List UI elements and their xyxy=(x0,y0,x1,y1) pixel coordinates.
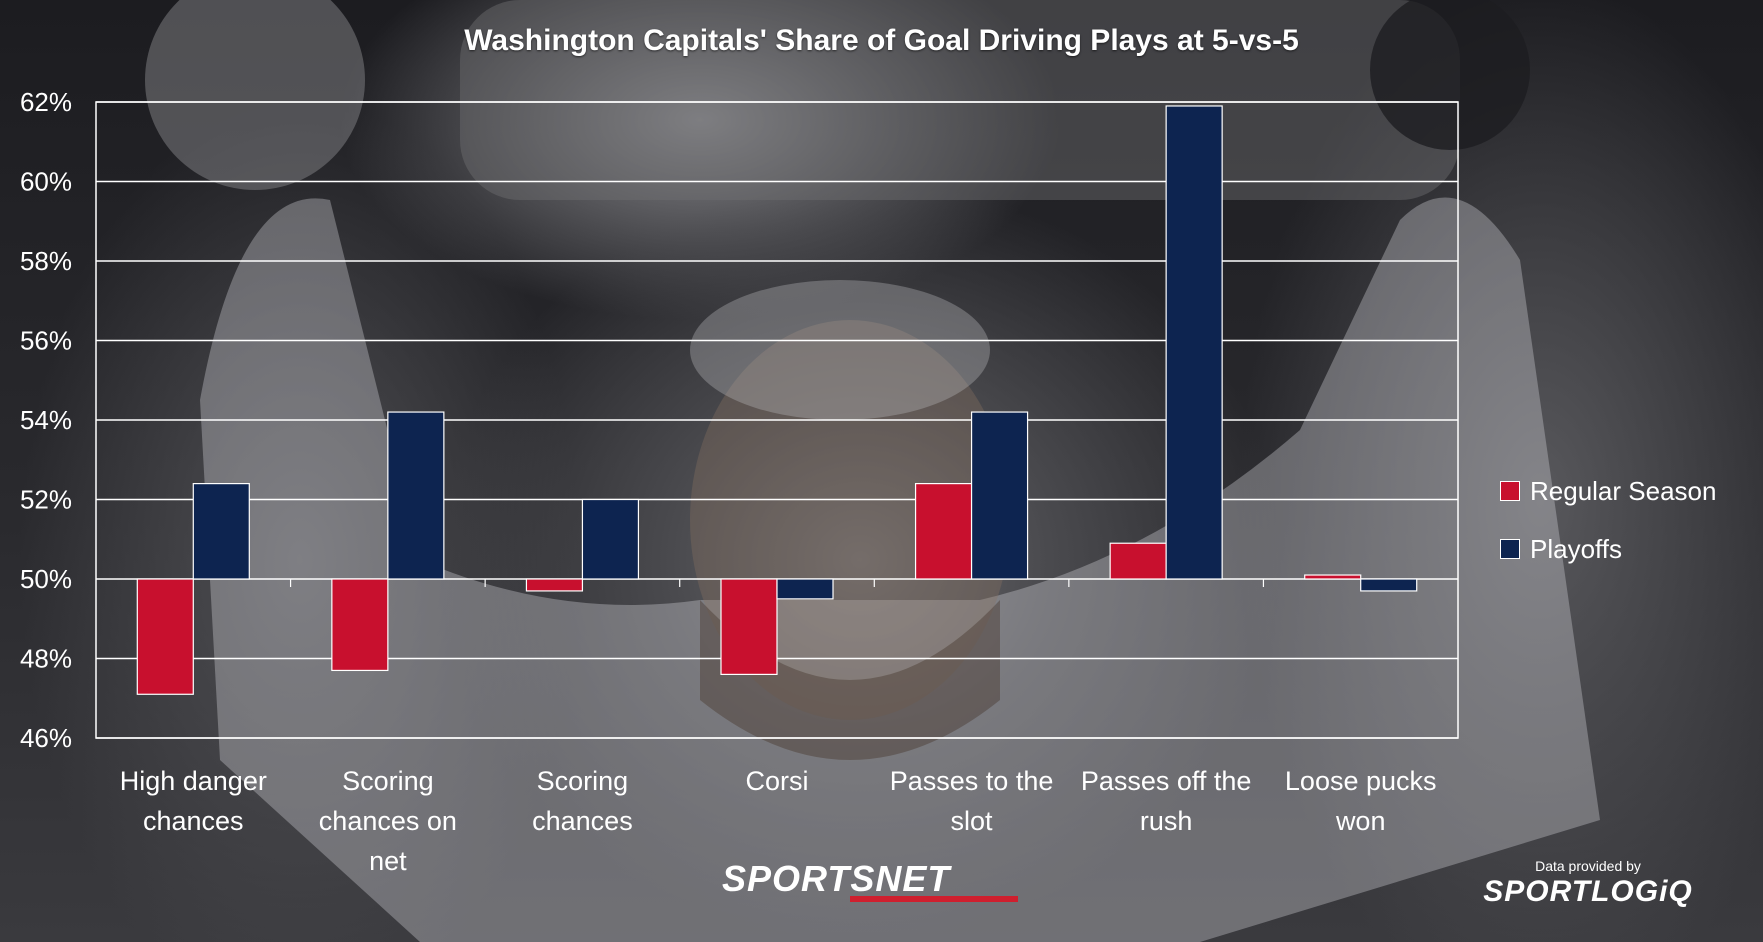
legend-label-regular-season: Regular Season xyxy=(1530,475,1717,506)
bar-regular-season xyxy=(1109,542,1167,580)
legend-swatch-regular-season xyxy=(1500,481,1520,501)
bar-regular-season xyxy=(525,578,584,592)
y-tick-label: 58% xyxy=(20,246,72,276)
chart-title: Washington Capitals' Share of Goal Drivi… xyxy=(464,24,1299,57)
y-tick-label: 62% xyxy=(20,87,72,117)
y-tick-label: 46% xyxy=(20,723,72,753)
x-tick-label: Passes off the rush xyxy=(1081,766,1252,836)
x-tick-label: High danger chances xyxy=(120,766,267,836)
legend-swatch-playoffs xyxy=(1500,539,1520,559)
data-credit-label: Data provided by xyxy=(1535,858,1641,874)
bar-playoffs xyxy=(387,411,445,580)
bar-playoffs xyxy=(970,411,1029,580)
y-tick-label: 54% xyxy=(20,405,72,435)
x-tick-label: Scoring chances xyxy=(532,766,633,836)
sportlogiq-logo: SPORTLOGiQ xyxy=(1483,875,1693,908)
legend-item-playoffs: Playoffs xyxy=(1500,520,1716,578)
x-tick-label: Passes to the slot xyxy=(890,766,1054,836)
legend-item-regular-season: Regular Season xyxy=(1500,462,1716,520)
legend: Regular Season Playoffs xyxy=(1500,462,1716,578)
sportsnet-logo-underline xyxy=(850,896,1018,902)
x-tick-label: Corsi xyxy=(745,766,808,796)
y-tick-label: 52% xyxy=(20,485,72,515)
y-tick-label: 48% xyxy=(20,644,72,674)
bar-playoffs xyxy=(776,578,834,600)
bar-playoffs xyxy=(581,498,640,580)
y-tick-label: 60% xyxy=(20,167,72,197)
bar-regular-season xyxy=(720,578,778,676)
bar-regular-season xyxy=(1304,574,1362,580)
sportsnet-logo: SPORTSNET xyxy=(722,858,951,899)
y-tick-label: 56% xyxy=(20,326,72,356)
bar-regular-season xyxy=(136,578,194,695)
bar-regular-season xyxy=(914,483,973,580)
x-tick-label: Scoring chances on net xyxy=(319,766,457,876)
bar-playoffs xyxy=(1165,105,1223,580)
y-tick-label: 50% xyxy=(20,564,72,594)
bar-playoffs xyxy=(1360,578,1418,592)
legend-label-playoffs: Playoffs xyxy=(1530,533,1623,564)
x-tick-label: Loose pucks won xyxy=(1285,766,1437,836)
bar-regular-season xyxy=(331,578,389,672)
bar-playoffs xyxy=(192,483,250,580)
